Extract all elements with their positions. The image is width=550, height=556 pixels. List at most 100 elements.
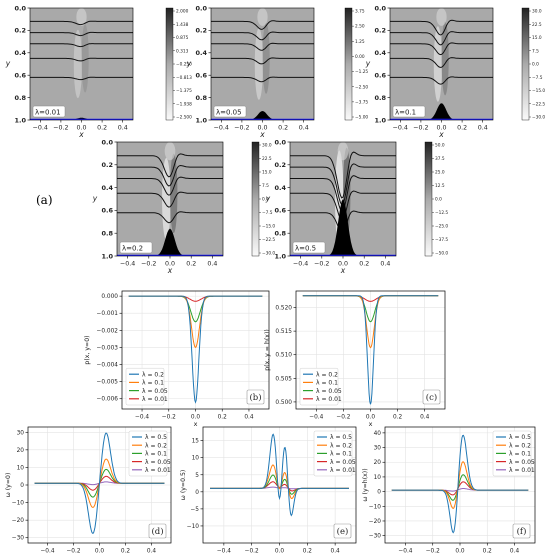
x-tick-label: −0.4 xyxy=(214,125,229,132)
legend-label: λ = 0.05 xyxy=(330,459,356,466)
legend-label: λ = 0.2 xyxy=(330,442,352,449)
vortex-light-lobe xyxy=(73,29,83,99)
panel-label: (b) xyxy=(249,392,261,403)
vortex-dark-lobe xyxy=(262,23,270,94)
streamline xyxy=(30,20,133,26)
x-tick-label: 0.4 xyxy=(510,549,520,555)
x-tick-label: −0.2 xyxy=(314,261,329,268)
y-tick-label: 40 xyxy=(374,431,382,437)
x-tick-label: 0.2 xyxy=(359,261,369,268)
x-tick-label: 0.4 xyxy=(420,415,430,421)
colorbar-tick-label: 0.0 xyxy=(262,197,269,203)
legend-box xyxy=(313,430,353,477)
colorbar-tick-label: −2.50 xyxy=(355,84,368,90)
y-tick-label: 0.505 xyxy=(275,376,292,382)
x-axis-label: x xyxy=(167,266,173,275)
colorbar-tick-label: −12.5 xyxy=(435,210,448,216)
annotation-box xyxy=(213,105,247,118)
y-tick-label: 0.515 xyxy=(275,329,292,335)
legend-label: λ = 0.01 xyxy=(316,396,342,403)
x-axis-label: x xyxy=(369,420,373,428)
x-tick-label: −0.4 xyxy=(393,125,408,132)
x-axis-label: x xyxy=(98,554,102,556)
legend-label: λ = 0.5 xyxy=(509,434,531,441)
colorbar xyxy=(344,7,353,121)
series-line xyxy=(391,434,529,534)
legend-label: λ = 0.2 xyxy=(145,442,167,449)
x-tick-label: 0.4 xyxy=(380,261,390,268)
x-tick-label: 0.0 xyxy=(275,549,285,555)
x-tick-label: 0.2 xyxy=(186,261,196,268)
y-axis-label: y xyxy=(265,194,271,203)
y-tick-label: 0.520 xyxy=(275,306,292,312)
y-tick-label: 0.6 xyxy=(374,72,386,80)
x-tick-label: 0.2 xyxy=(303,549,313,555)
legend-box xyxy=(492,430,532,477)
series-layer xyxy=(34,432,165,535)
x-tick-label: −0.2 xyxy=(141,261,156,268)
y-axis-label: ω (y=0.5) xyxy=(180,470,187,501)
legend-label: λ = 0.1 xyxy=(142,380,164,387)
panel-label-box xyxy=(512,523,531,539)
legend: λ = 0.5λ = 0.2 λ = 0.1λ = 0.05λ = 0.01 xyxy=(313,430,356,477)
y-tick-label: 0.8 xyxy=(14,94,26,102)
legend-box xyxy=(299,367,339,406)
colorbar-tick-label: −37.5 xyxy=(435,237,448,243)
colorbar-tick-label: −30.0 xyxy=(532,115,545,121)
y-tick-label: −0.004 xyxy=(97,363,119,369)
x-tick-label: 0.4 xyxy=(147,549,157,555)
annotation-box xyxy=(119,241,153,254)
y-tick-label: 0.2 xyxy=(101,161,113,169)
annotation-box xyxy=(392,105,426,118)
top-lobe xyxy=(76,8,87,26)
y-tick-label: 0.6 xyxy=(101,207,113,215)
y-tick-label: 0.8 xyxy=(274,230,286,238)
x-tick-label: −0.2 xyxy=(66,549,80,555)
y-tick-label: −0.005 xyxy=(97,380,119,386)
y-tick-label: 0.0 xyxy=(14,4,26,12)
y-tick-label: 0.510 xyxy=(275,353,292,359)
y-tick-label: 30 xyxy=(17,430,25,436)
colorbar-tick-label: −5.00 xyxy=(355,115,368,121)
x-tick-label: 0.0 xyxy=(95,549,105,555)
y-tick-label: 0.6 xyxy=(195,72,207,80)
x-tick-label: −0.2 xyxy=(413,125,428,132)
series-line xyxy=(128,295,263,404)
heatmap-panel-a5: λ=0.5 −0.4 −0.2 0.0 0.2 0.4 0.0 0.2 0.4 0.6 0.8 1.0… xyxy=(265,138,449,275)
heatmap-panel-a3: λ=0.1 −0.4 −0.2 0.0 0.2 0.4 0.0 0.2 0.4 0.6 0.8 1.0… xyxy=(365,4,546,139)
top-lobe xyxy=(257,8,268,26)
legend-label: λ = 0.01 xyxy=(509,467,535,474)
y-tick-label: 20 xyxy=(17,448,25,454)
y-tick-label: 0.2 xyxy=(274,161,286,169)
colorbar-tick-label: 22.5 xyxy=(262,156,272,162)
legend-label: λ = 0.1 xyxy=(509,451,531,458)
y-tick-label: 0.4 xyxy=(274,184,286,192)
legend-label: λ = 0.2 xyxy=(509,442,531,449)
x-tick-label: 0.2 xyxy=(483,549,493,555)
legend-label: λ = 0.01 xyxy=(142,396,168,403)
heatmap-body xyxy=(290,142,396,256)
streamline xyxy=(30,31,133,37)
annotation-text: λ=0.1 xyxy=(395,109,416,117)
x-tick-label: −0.2 xyxy=(234,125,249,132)
streamline xyxy=(390,57,493,68)
colorbar-tick-label: 7.5 xyxy=(532,48,539,54)
streamline xyxy=(30,76,133,81)
streamline xyxy=(211,57,314,65)
y-tick-label: 20 xyxy=(374,460,382,466)
colorbar xyxy=(251,141,260,257)
streamline xyxy=(390,76,493,85)
legend-label: λ = 0.2 xyxy=(316,371,338,378)
x-tick-label: −0.4 xyxy=(120,261,135,268)
x-tick-label: 0.2 xyxy=(97,125,107,132)
x-tick-label: −0.4 xyxy=(398,549,412,555)
heatmap-panel-a2: λ=0.05 −0.4 −0.2 0.0 0.2 0.4 0.0 0.2 0.4 0.6 0.8 1.… xyxy=(186,4,369,139)
y-tick-label: 0.6 xyxy=(14,72,26,80)
y-tick-label: 0.8 xyxy=(374,94,386,102)
y-tick-label: 0.0 xyxy=(195,4,207,12)
colorbar-tick-label: −25.0 xyxy=(435,224,448,230)
x-tick-label: −0.4 xyxy=(135,415,149,421)
vortex-dark-lobe xyxy=(441,21,449,96)
x-tick-label: 0.0 xyxy=(76,125,86,132)
colorbar-tick-label: 7.5 xyxy=(262,183,269,189)
